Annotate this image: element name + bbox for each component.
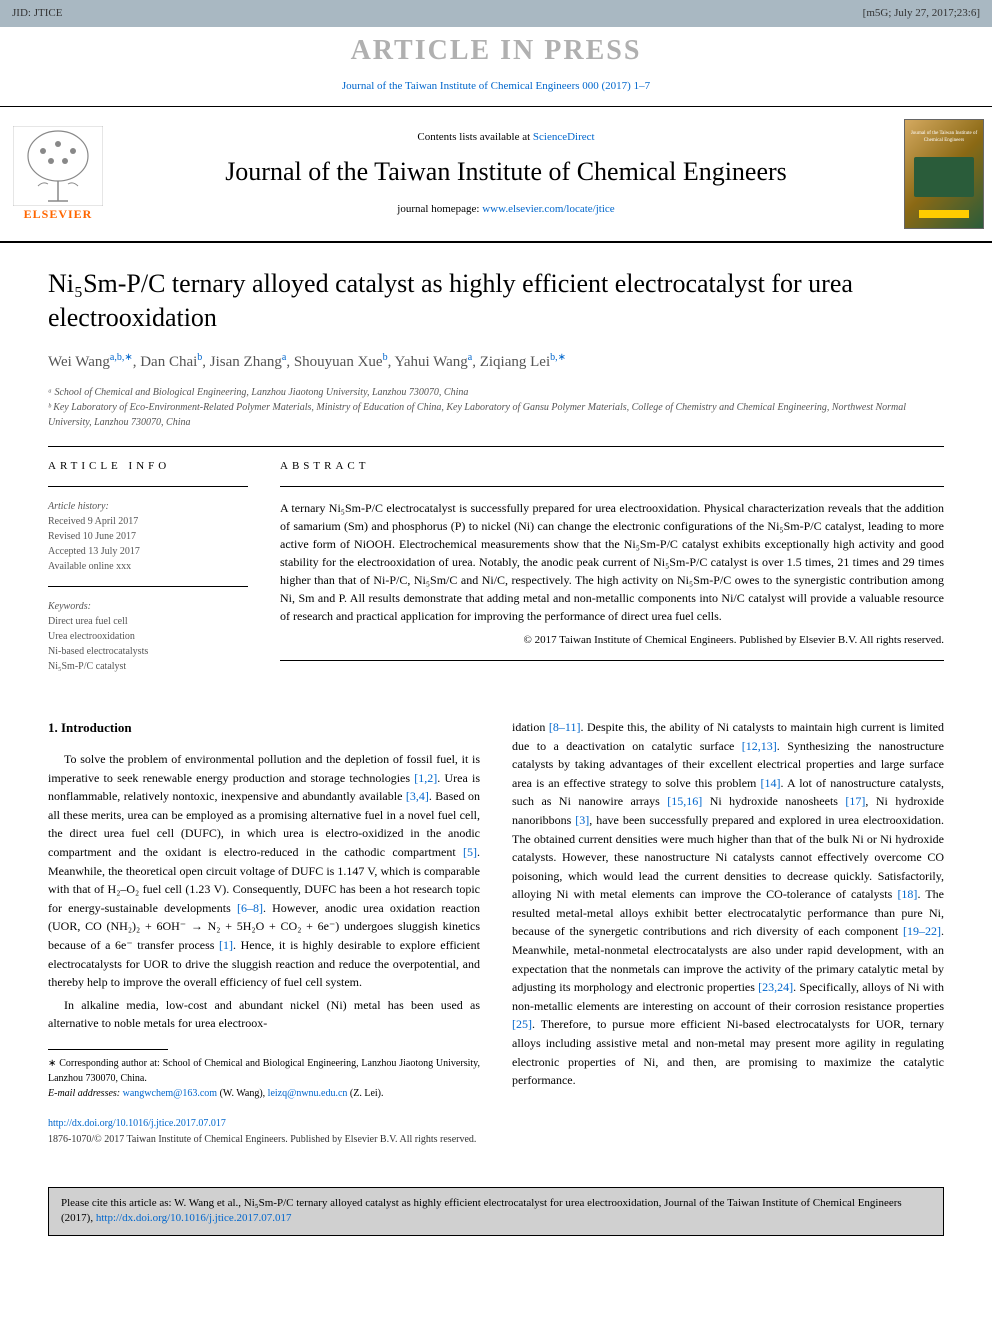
email-label: E-mail addresses: [48,1088,123,1099]
divider [280,660,944,661]
doi-link[interactable]: http://dx.doi.org/10.1016/j.jtice.2017.0… [48,1117,944,1131]
divider [280,486,944,487]
ref-link[interactable]: [12,13] [742,739,777,753]
elsevier-tree-icon [13,126,103,206]
abstract-section: ABSTRACT A ternary Ni₅Sm-P/C electrocata… [280,459,944,686]
ref-link[interactable]: [1,2] [414,771,437,785]
homepage-prefix: journal homepage: [397,203,482,215]
history-label: Article history: [48,499,248,514]
ref-link[interactable]: [17] [845,794,865,808]
keyword-3: Ni-based electrocatalysts [48,644,248,659]
article-info-heading: ARTICLE INFO [48,459,248,474]
author-3: , Jisan Zhang [202,354,282,370]
author-2: , Dan Chai [133,354,198,370]
journal-homepage-line: journal homepage: www.elsevier.com/locat… [120,202,892,217]
section-1-heading: 1. Introduction [48,718,480,738]
column-right: idation [8–11]. Despite this, the abilit… [512,718,944,1101]
ref-link[interactable]: [8–11] [549,720,581,734]
abstract-text: A ternary Ni₅Sm-P/C electrocatalyst is s… [280,499,944,625]
journal-header: ELSEVIER Contents lists available at Sci… [0,106,992,243]
ref-link[interactable]: [18] [897,887,917,901]
abstract-heading: ABSTRACT [280,459,944,474]
ref-link[interactable]: [15,16] [667,794,702,808]
keywords-label: Keywords: [48,599,248,614]
header-bar: JID: JTICE [m5G; July 27, 2017;23:6] [0,0,992,27]
author-4: , Shouyuan Xue [286,354,382,370]
received-date: Received 9 April 2017 [48,514,248,529]
ref-link[interactable]: [25] [512,1017,532,1031]
journal-reference-line: Journal of the Taiwan Institute of Chemi… [0,75,992,106]
author-6: , Ziqiang Lei [472,354,550,370]
contents-line: Contents lists available at ScienceDirec… [120,130,892,145]
divider [48,486,248,487]
ref-link[interactable]: [1] [219,938,233,952]
corresponding-author-footnote: ∗ Corresponding author at: School of Che… [48,1056,480,1086]
ref-link[interactable]: [5] [463,845,477,859]
article-history: Article history: Received 9 April 2017 R… [48,499,248,574]
author-1: Wei Wang [48,354,110,370]
keyword-1: Direct urea fuel cell [48,614,248,629]
journal-cover-thumbnail: Journal of the Taiwan Institute of Chemi… [904,119,984,229]
meta-label: [m5G; July 27, 2017;23:6] [863,6,980,21]
email-link-2[interactable]: leizq@nwnu.edu.cn [268,1088,348,1099]
intro-para-2: In alkaline media, low-cost and abundant… [48,996,480,1033]
elsevier-label: ELSEVIER [24,206,93,223]
info-abstract-row: ARTICLE INFO Article history: Received 9… [48,459,944,686]
affiliation-b: ᵇ Key Laboratory of Eco-Environment-Rela… [48,400,944,430]
footer-copyright: 1876-1070/© 2017 Taiwan Institute of Che… [48,1133,944,1147]
journal-title: Journal of the Taiwan Institute of Chemi… [120,154,892,190]
column-left: 1. Introduction To solve the problem of … [48,718,480,1101]
cite-doi-link[interactable]: http://dx.doi.org/10.1016/j.jtice.2017.0… [96,1212,292,1224]
footnote-separator [48,1049,168,1050]
contents-prefix: Contents lists available at [417,131,532,143]
article-body: Ni₅Sm-P/C ternary alloyed catalyst as hi… [0,243,992,1171]
abstract-copyright: © 2017 Taiwan Institute of Chemical Engi… [280,633,944,648]
ref-link[interactable]: [14] [761,776,781,790]
affiliations: ᵃ School of Chemical and Biological Engi… [48,385,944,430]
homepage-link[interactable]: www.elsevier.com/locate/jtice [482,203,614,215]
divider [48,446,944,447]
ref-link[interactable]: [23,24] [758,980,793,994]
sciencedirect-link[interactable]: ScienceDirect [533,131,595,143]
ref-link[interactable]: [3,4] [406,789,429,803]
ref-link[interactable]: [19–22] [903,924,941,938]
email-link-1[interactable]: wangwchem@163.com [123,1088,217,1099]
keyword-4: Ni₅Sm-P/C catalyst [48,659,248,674]
article-in-press-banner: ARTICLE IN PRESS [0,27,992,74]
journal-center: Contents lists available at ScienceDirec… [120,130,892,217]
online-date: Available online xxx [48,559,248,574]
aff-sup-6: b,∗ [550,352,566,363]
aff-sup-1: a,b,∗ [110,352,133,363]
jid-label: JID: JTICE [12,6,62,21]
revised-date: Revised 10 June 2017 [48,529,248,544]
elsevier-logo: ELSEVIER [8,119,108,229]
affiliation-a: ᵃ School of Chemical and Biological Engi… [48,385,944,400]
keywords: Keywords: Direct urea fuel cell Urea ele… [48,599,248,674]
article-info: ARTICLE INFO Article history: Received 9… [48,459,248,686]
intro-para-cont: idation [8–11]. Despite this, the abilit… [512,718,944,1090]
author-5: , Yahui Wang [388,354,468,370]
body-columns: 1. Introduction To solve the problem of … [48,718,944,1101]
intro-para-1: To solve the problem of environmental po… [48,750,480,992]
divider [48,586,248,587]
cite-box: Please cite this article as: W. Wang et … [48,1187,944,1236]
email-footnote: E-mail addresses: wangwchem@163.com (W. … [48,1086,480,1101]
ref-link[interactable]: [3] [575,813,589,827]
authors: Wei Wanga,b,∗, Dan Chaib, Jisan Zhanga, … [48,351,944,373]
article-title: Ni₅Sm-P/C ternary alloyed catalyst as hi… [48,267,944,335]
accepted-date: Accepted 13 July 2017 [48,544,248,559]
ref-link[interactable]: [6–8] [237,901,263,915]
keyword-2: Urea electrooxidation [48,629,248,644]
